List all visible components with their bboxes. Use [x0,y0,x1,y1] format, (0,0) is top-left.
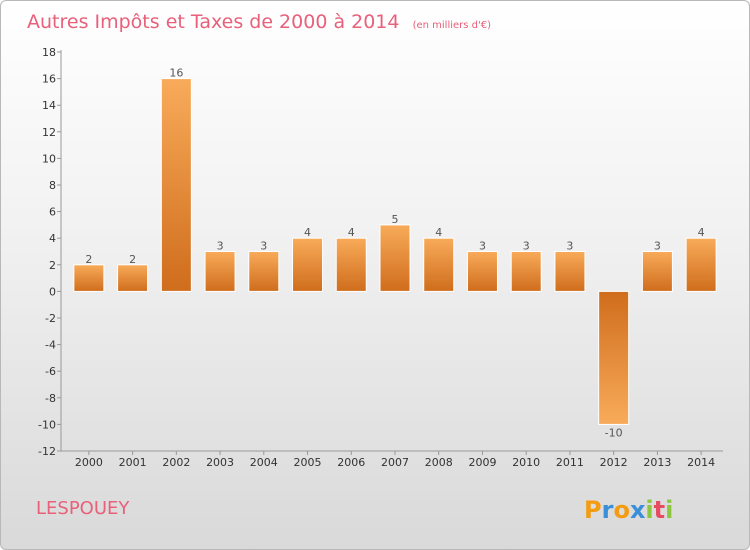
logo-letter: t [654,496,665,524]
x-tick-label-2011: 2011 [556,456,584,469]
y-tick-label: -4 [45,339,56,352]
y-tick-label: 14 [42,99,56,112]
logo-letter: o [613,496,630,524]
y-tick-label: 2 [49,259,56,272]
y-tick-label: 16 [42,73,56,86]
value-label-2011: 3 [566,240,573,253]
y-tick-label: 6 [49,206,56,219]
x-tick-label-2014: 2014 [687,456,715,469]
value-label-2005: 4 [304,226,311,239]
value-label-2014: 4 [698,226,705,239]
bar-2014 [685,237,717,292]
x-tick-label-2006: 2006 [337,456,365,469]
bar-2000 [73,264,105,292]
x-tick-label-2002: 2002 [162,456,190,469]
bar-2008 [423,237,455,292]
x-tick-label-2003: 2003 [206,456,234,469]
x-tick-label-2008: 2008 [425,456,453,469]
value-label-2013: 3 [654,240,661,253]
bar-2009 [466,251,498,292]
proxiti-logo: Proxiti [584,496,673,524]
logo-letter: i [645,496,653,524]
bars-group [73,78,717,425]
value-label-2006: 4 [348,226,355,239]
y-tick-label: 10 [42,152,56,165]
bar-2001 [117,264,149,292]
x-tick-label-2007: 2007 [381,456,409,469]
value-label-2007: 5 [392,213,399,226]
value-label-2000: 2 [85,253,92,266]
value-label-2002: 16 [169,67,183,80]
value-label-2008: 4 [435,226,442,239]
x-tick-label-2004: 2004 [250,456,278,469]
value-label-2012: -10 [605,426,623,439]
y-tick-label: -2 [45,312,56,325]
bar-2011 [554,251,586,292]
bar-2006 [335,237,367,292]
value-label-2009: 3 [479,240,486,253]
bar-2004 [248,251,280,292]
y-tick-label: -10 [38,418,56,431]
bar-2012 [598,290,630,425]
x-tick-label-2010: 2010 [512,456,540,469]
x-tick-label-2000: 2000 [75,456,103,469]
x-tick-label-2009: 2009 [468,456,496,469]
y-tick-label: -6 [45,365,56,378]
y-tick-label: 8 [49,179,56,192]
value-label-2001: 2 [129,253,136,266]
bar-2007 [379,224,411,292]
x-tick-label-2012: 2012 [600,456,628,469]
y-tick-label: 4 [49,232,56,245]
y-tick-label: 0 [49,285,56,298]
y-tick-label: -12 [38,445,56,458]
bar-2002 [160,78,192,292]
logo-letter: i [665,496,673,524]
bar-2003 [204,251,236,292]
value-label-2010: 3 [523,240,530,253]
y-tick-label: 12 [42,126,56,139]
logo-letter: P [584,496,602,524]
x-tick-label-2001: 2001 [119,456,147,469]
bar-2005 [292,237,324,292]
bar-2013 [641,251,673,292]
x-tick-label-2005: 2005 [294,456,322,469]
y-tick-label: -8 [45,392,56,405]
commune-name: LESPOUEY [36,498,130,519]
bar-2010 [510,251,542,292]
chart-title: Autres Impôts et Taxes de 2000 à 2014 (e… [27,11,491,33]
axes: 18 16 14 12 10 8 6 4 2 0 -2 -4 -6 -8 -10 -12 2000 2001 200… [38,46,723,469]
logo-letter: x [630,496,646,524]
x-tick-label-2013: 2013 [643,456,671,469]
logo-letter: r [602,496,614,524]
value-labels-group: 2 2 16 3 3 4 4 5 4 3 3 3 -10 3 4 [85,67,704,440]
value-label-2003: 3 [217,240,224,253]
value-label-2004: 3 [260,240,267,253]
y-tick-label: 18 [42,46,56,59]
